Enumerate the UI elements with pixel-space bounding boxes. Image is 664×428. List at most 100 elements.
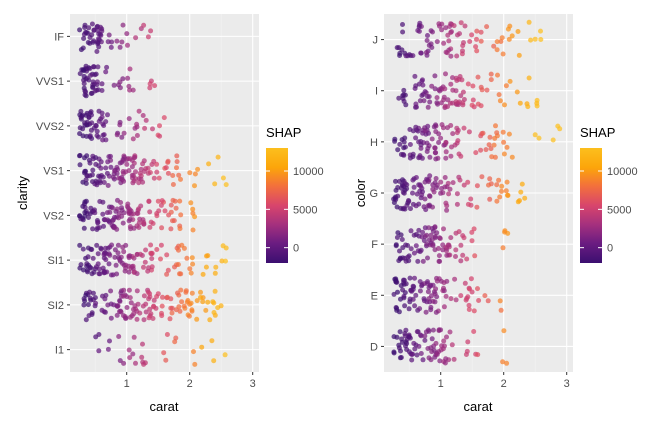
data-point [413,101,419,107]
data-point [207,317,213,323]
data-point [169,310,175,316]
data-point [110,205,115,211]
y-tick-label: SI2 [47,300,64,312]
data-point [436,246,441,251]
data-point [81,36,87,41]
data-point [77,242,83,248]
data-point [404,341,410,346]
data-point [432,299,438,305]
data-point [176,172,182,178]
data-point [195,166,201,172]
data-point [394,45,400,51]
data-point [442,360,448,366]
data-point [92,295,98,301]
data-point [391,349,397,355]
data-point [134,316,140,322]
data-point [167,316,173,322]
data-point [158,256,163,262]
data-point [445,104,450,110]
data-point [88,127,94,133]
data-point [146,315,152,321]
data-point [412,86,418,91]
data-point [495,72,500,78]
data-point [126,83,132,89]
data-point [119,213,125,219]
data-point [498,307,504,313]
data-point [422,196,428,202]
data-point [484,24,490,30]
data-point [423,309,429,315]
data-point [528,37,534,43]
data-point [88,297,94,303]
data-point [82,201,87,207]
data-point [145,289,151,295]
data-point [136,220,142,226]
data-point [88,211,93,217]
data-point [103,119,109,125]
data-point [437,258,443,264]
data-point [489,154,495,160]
data-point [467,39,473,44]
data-point [163,165,169,171]
data-point [401,145,407,151]
data-point [445,125,450,131]
x-tick-label: 3 [564,378,570,390]
data-point [141,221,147,227]
data-point [448,296,454,302]
data-point [159,313,165,319]
data-point [143,309,149,315]
data-point [190,261,196,267]
data-point [400,22,405,27]
data-point [502,229,508,235]
data-point [500,245,506,251]
data-point [99,81,105,87]
data-point [436,253,442,259]
data-point [402,255,408,261]
data-point [93,264,99,270]
data-point [99,110,105,116]
data-point [532,132,538,138]
data-point [151,304,157,310]
data-point [392,138,398,144]
data-point [136,180,142,186]
data-point [175,290,180,296]
data-point [412,275,417,281]
data-point [172,264,177,270]
data-point [434,95,440,101]
data-point [406,198,412,204]
data-point [415,329,421,335]
data-point [448,235,454,241]
data-point [418,351,424,356]
data-point [151,175,157,181]
data-point [488,146,494,152]
data-point [410,128,416,134]
data-point [81,302,87,308]
data-point [140,161,146,167]
data-point [471,226,477,232]
data-point [178,212,184,218]
data-point [89,32,95,38]
data-point [441,288,447,294]
data-point [78,47,84,53]
data-point [87,160,93,166]
y-tick-label: IF [54,31,64,43]
data-point [127,314,133,320]
data-point [117,298,123,304]
data-point [102,309,108,315]
data-point [164,332,170,337]
data-point [441,304,447,310]
data-point [148,28,154,34]
data-point [408,206,413,212]
data-point [402,92,408,98]
data-point [440,125,446,131]
data-point [127,355,133,361]
data-point [96,36,101,42]
data-point [190,206,196,212]
data-point [428,232,434,238]
data-point [93,123,99,128]
data-point [162,208,168,214]
data-point [475,74,481,80]
data-point [393,178,398,184]
data-point [150,221,156,226]
data-point [136,108,142,114]
